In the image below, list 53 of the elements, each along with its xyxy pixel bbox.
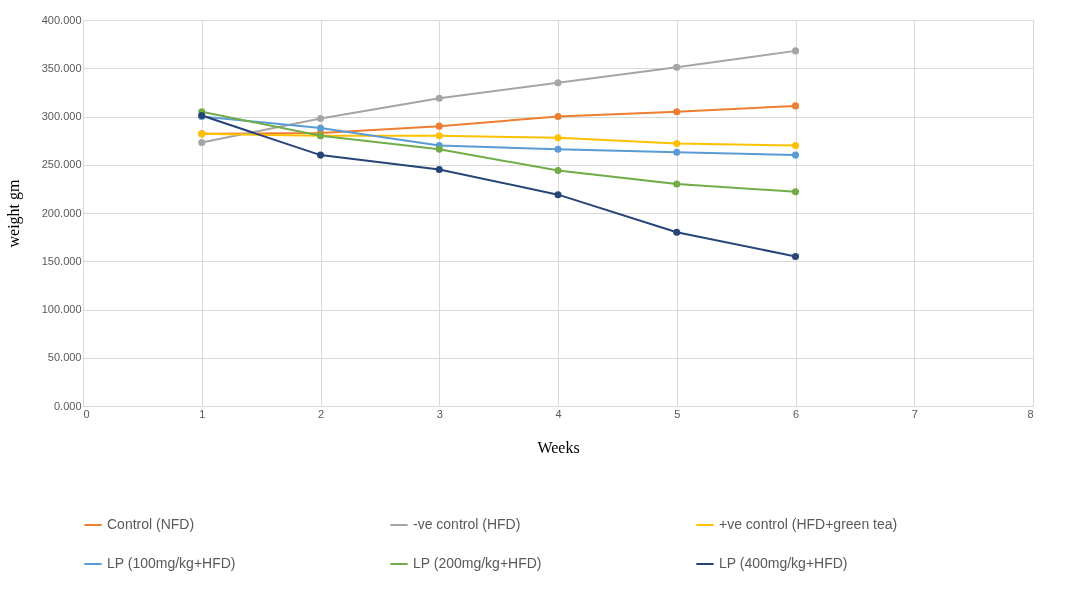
point: [791, 102, 800, 110]
legend-label: LP (400mg/kg+HFD): [719, 555, 848, 571]
point: [435, 166, 443, 174]
point: [435, 145, 443, 153]
point: [791, 188, 800, 196]
point: [198, 139, 206, 147]
point: [673, 108, 681, 116]
legend-label: Control (NFD): [107, 516, 195, 532]
point: [554, 191, 562, 199]
point: [791, 141, 800, 149]
point: [673, 228, 681, 236]
point: [554, 112, 562, 121]
legend-label: LP (100mg/kg+HFD): [107, 555, 236, 571]
point: [791, 252, 800, 260]
point: [554, 134, 562, 142]
x-tick-label: 7: [911, 407, 918, 420]
point: [791, 47, 800, 55]
y-tick-label: 150.000: [41, 254, 82, 267]
point: [316, 151, 325, 159]
x-tick-label: 6: [792, 407, 800, 420]
x-tick-label: 0: [83, 407, 90, 420]
legend-label: -ve control (HFD): [413, 516, 521, 532]
point: [673, 148, 681, 156]
point: [316, 124, 325, 132]
legend-label: +ve control (HFD+green tea): [719, 516, 898, 532]
point: [554, 79, 562, 87]
x-tick-label: 1: [199, 407, 206, 420]
legend-label: LP (200mg/kg+HFD): [413, 555, 542, 571]
point: [435, 122, 443, 130]
point: [316, 114, 325, 122]
x-axis-title: Weeks: [537, 438, 580, 456]
y-tick-label: 350.000: [41, 61, 82, 74]
x-tick-label: 3: [436, 407, 443, 420]
point: [435, 94, 443, 102]
y-tick-label: 0.000: [53, 399, 82, 412]
point: [554, 145, 562, 153]
y-tick-label: 200.000: [41, 206, 82, 219]
x-tick-label: 8: [1027, 407, 1034, 420]
y-tick-label: 100.000: [41, 303, 82, 315]
point: [673, 180, 681, 188]
y-axis-title: weight gm: [4, 178, 23, 248]
point: [791, 151, 800, 159]
x-tick-label: 4: [555, 407, 562, 420]
y-tick-label: 250.000: [41, 158, 82, 171]
y-tick-label: 400.000: [41, 13, 82, 26]
y-tick-label: 50.000: [47, 351, 82, 364]
point: [554, 167, 562, 175]
point: [435, 132, 443, 140]
x-tick-label: 5: [674, 407, 681, 420]
x-tick-label: 2: [317, 407, 325, 420]
point: [673, 139, 681, 148]
y-tick-label: 300.000: [41, 110, 82, 122]
point: [673, 63, 681, 71]
